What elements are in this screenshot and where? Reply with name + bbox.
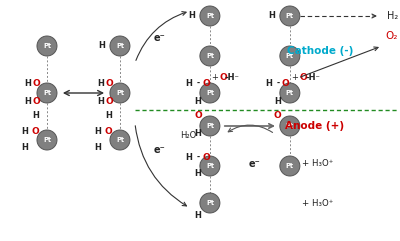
Text: Pt: Pt: [286, 13, 294, 19]
Text: H: H: [274, 96, 281, 106]
Text: e⁻: e⁻: [249, 159, 261, 169]
Text: O: O: [219, 74, 227, 82]
Text: Pt: Pt: [286, 90, 294, 96]
Text: Anode (+): Anode (+): [285, 121, 344, 131]
Text: H: H: [106, 111, 112, 120]
Text: Pt: Pt: [206, 200, 214, 206]
Text: H: H: [194, 129, 201, 139]
Text: O: O: [202, 79, 210, 87]
Text: -: -: [276, 79, 280, 87]
Text: Pt: Pt: [206, 123, 214, 129]
Circle shape: [110, 36, 130, 56]
Text: O: O: [194, 112, 202, 120]
Circle shape: [37, 130, 57, 150]
Text: O: O: [31, 127, 39, 136]
Circle shape: [200, 46, 220, 66]
Text: H: H: [188, 12, 195, 20]
Text: O: O: [274, 112, 282, 120]
Text: H: H: [94, 143, 101, 153]
Text: H: H: [98, 41, 105, 51]
Text: -H⁻: -H⁻: [224, 74, 239, 82]
Text: O: O: [282, 79, 290, 87]
Text: Pt: Pt: [206, 53, 214, 59]
Text: H: H: [22, 127, 28, 136]
Text: H: H: [186, 153, 192, 161]
Text: +: +: [212, 74, 218, 82]
Text: O: O: [105, 79, 113, 87]
Circle shape: [110, 83, 130, 103]
Text: H: H: [194, 169, 201, 179]
Text: Pt: Pt: [43, 90, 51, 96]
Circle shape: [280, 156, 300, 176]
Text: H: H: [22, 143, 28, 153]
Text: H: H: [24, 98, 32, 107]
Text: + H₃O⁺: + H₃O⁺: [302, 200, 334, 208]
Text: O: O: [105, 98, 113, 107]
Text: Pt: Pt: [43, 137, 51, 143]
Circle shape: [200, 156, 220, 176]
Text: H: H: [32, 111, 40, 120]
Circle shape: [200, 116, 220, 136]
Text: H: H: [266, 79, 272, 87]
Text: O: O: [202, 153, 210, 161]
Text: Cathode (-): Cathode (-): [287, 46, 353, 56]
Text: H₂O: H₂O: [180, 130, 196, 140]
Text: -H⁻: -H⁻: [306, 74, 320, 82]
Text: Pt: Pt: [43, 43, 51, 49]
Text: H: H: [98, 79, 104, 87]
Text: O₂: O₂: [386, 31, 398, 41]
Text: O: O: [32, 79, 40, 87]
Circle shape: [37, 83, 57, 103]
Text: Pt: Pt: [206, 13, 214, 19]
Text: H: H: [98, 98, 104, 107]
Text: Pt: Pt: [286, 163, 294, 169]
Text: Pt: Pt: [116, 90, 124, 96]
Text: H: H: [186, 79, 192, 87]
Text: + H₃O⁺: + H₃O⁺: [302, 160, 334, 168]
Text: O: O: [104, 127, 112, 136]
Text: Pt: Pt: [286, 53, 294, 59]
Circle shape: [280, 116, 300, 136]
Circle shape: [280, 46, 300, 66]
Text: e⁻: e⁻: [154, 33, 166, 43]
Text: -: -: [196, 79, 200, 87]
Text: H: H: [194, 96, 201, 106]
Text: H: H: [94, 127, 101, 136]
Circle shape: [200, 6, 220, 26]
Text: H₂: H₂: [387, 11, 398, 21]
Text: H: H: [24, 79, 32, 87]
Text: Pt: Pt: [206, 163, 214, 169]
Text: e⁻: e⁻: [154, 145, 166, 155]
Circle shape: [280, 6, 300, 26]
Text: O: O: [32, 98, 40, 107]
Circle shape: [200, 193, 220, 213]
Circle shape: [280, 83, 300, 103]
Circle shape: [37, 36, 57, 56]
Text: Pt: Pt: [116, 43, 124, 49]
Text: H: H: [194, 210, 201, 220]
Text: +: +: [292, 74, 298, 82]
Circle shape: [200, 83, 220, 103]
Text: Pt: Pt: [286, 123, 294, 129]
Text: Pt: Pt: [116, 137, 124, 143]
Text: -: -: [196, 153, 200, 161]
Circle shape: [110, 130, 130, 150]
Text: O: O: [300, 74, 308, 82]
Text: Pt: Pt: [206, 90, 214, 96]
Text: H: H: [268, 12, 275, 20]
